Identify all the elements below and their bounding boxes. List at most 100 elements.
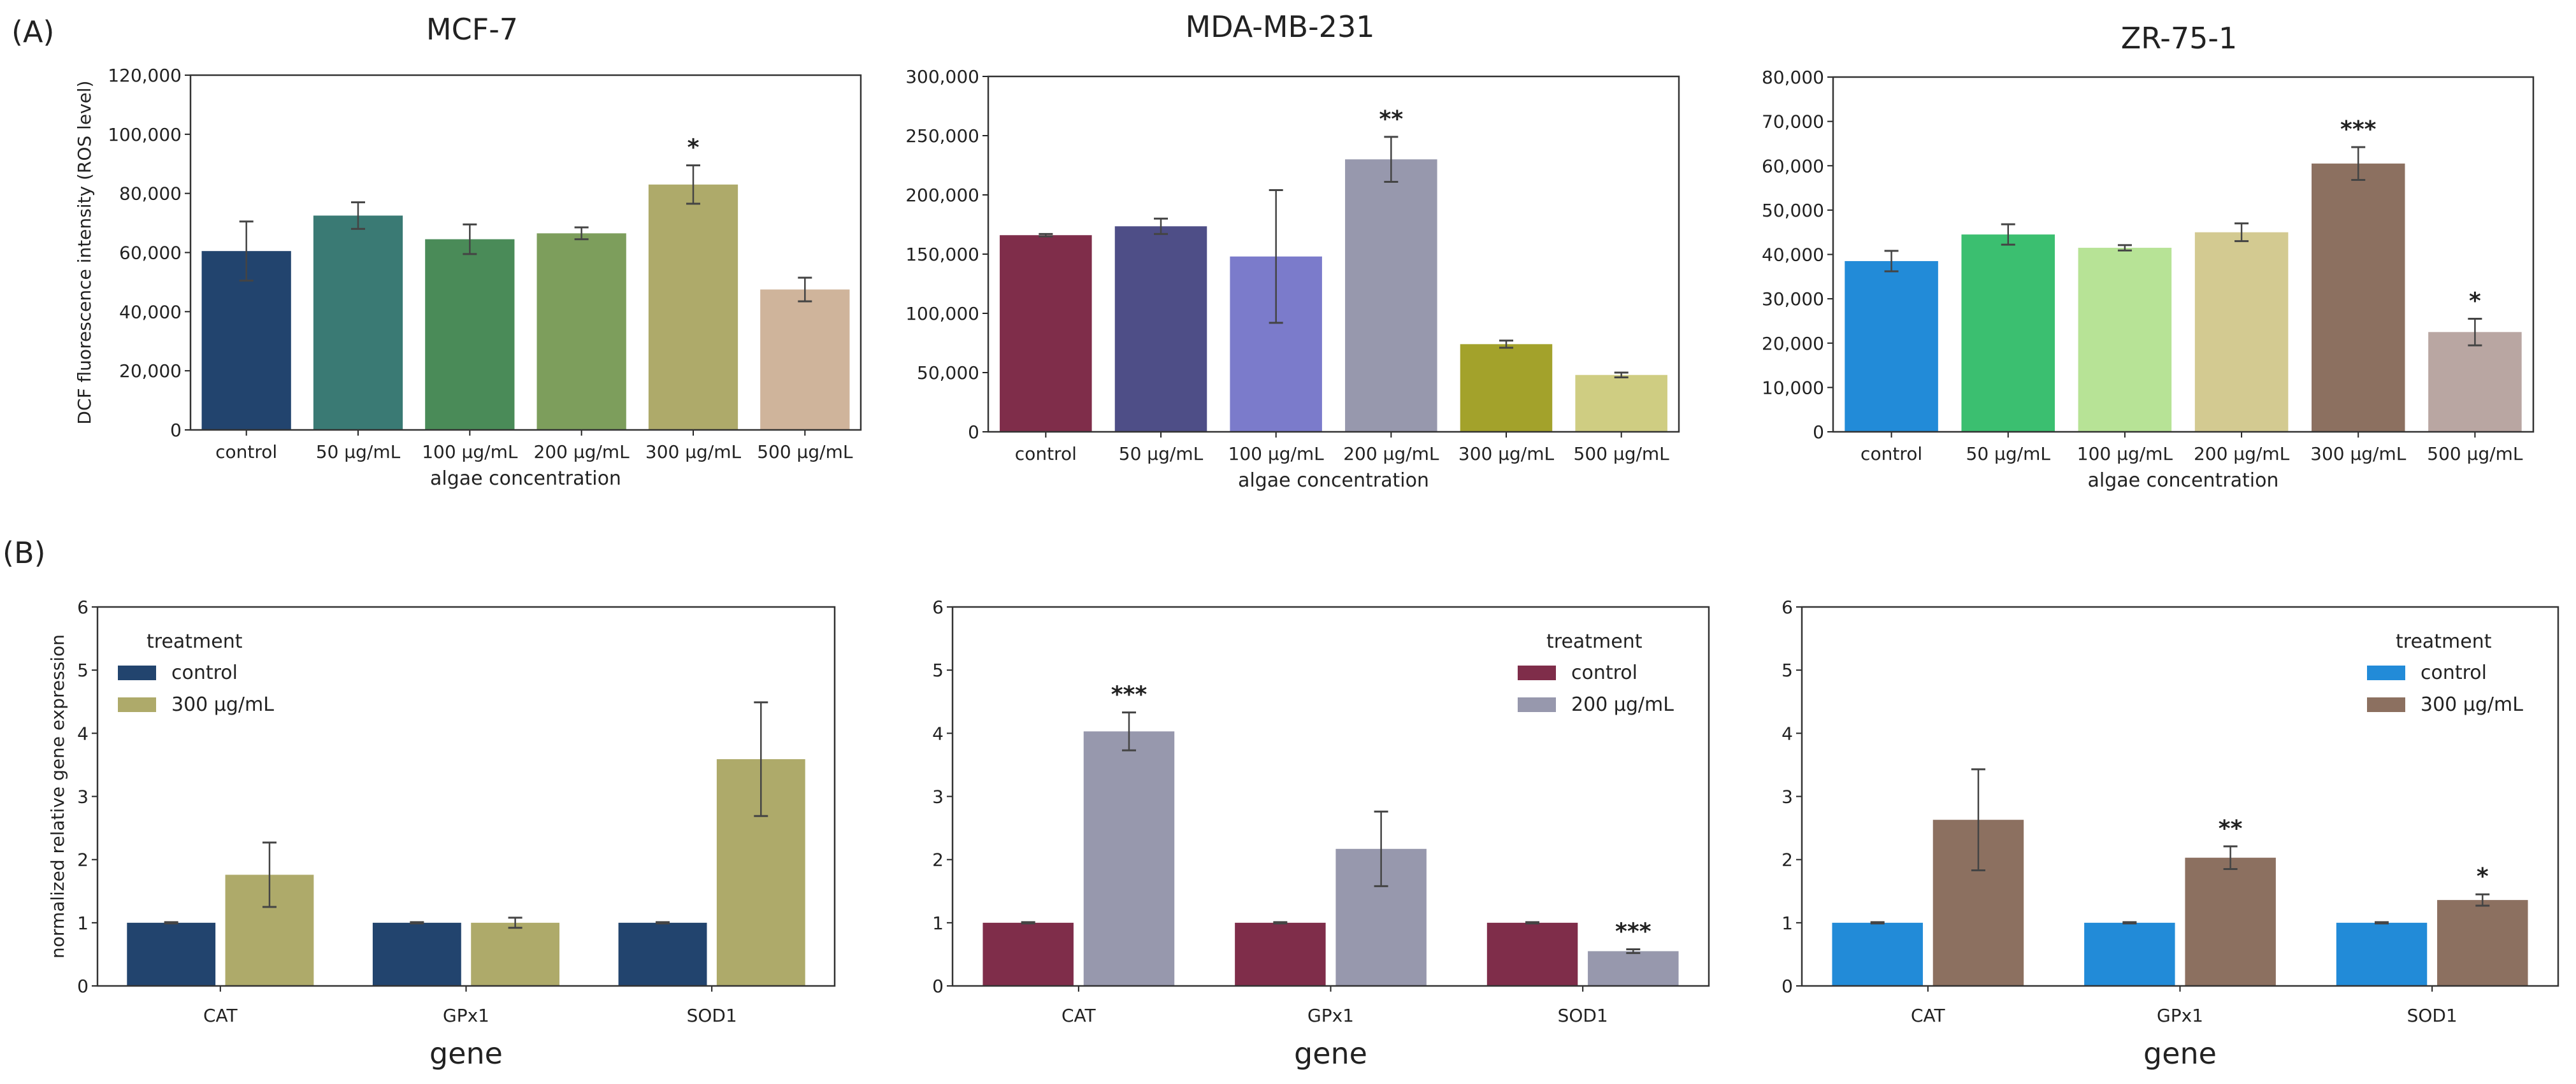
- x-tick-label: 500 µg/mL: [1574, 443, 1670, 464]
- y-tick-label: 30,000: [1762, 289, 1824, 310]
- chart-title: MCF-7: [426, 12, 518, 46]
- bar: [2194, 232, 2289, 432]
- x-tick-label: 100 µg/mL: [2077, 443, 2173, 464]
- y-tick-label: 150,000: [905, 244, 979, 265]
- bar: [1000, 235, 1092, 432]
- legend-label: 300 µg/mL: [2421, 694, 2523, 716]
- bar-1: [2185, 857, 2276, 986]
- bar-0: [2336, 922, 2428, 986]
- y-tick-label: 0: [968, 422, 979, 443]
- y-tick-label: 1: [77, 913, 89, 934]
- significance-marker: *: [687, 135, 700, 161]
- y-tick-label: 60,000: [119, 243, 182, 264]
- bar-1: [1588, 951, 1679, 986]
- x-tick-label: GPx1: [2157, 1005, 2203, 1026]
- legend-swatch: [118, 666, 156, 680]
- bar-1: [1083, 731, 1175, 986]
- significance-marker: *: [2469, 288, 2481, 314]
- x-tick-label: 500 µg/mL: [2427, 443, 2523, 464]
- chart-4: 0 1 2 3 4 5 6 CAT GPx1 SOD1 *** *** treatment control…: [932, 597, 1710, 1071]
- x-tick-label: SOD1: [2407, 1005, 2457, 1026]
- bar-1: [2437, 900, 2528, 986]
- x-tick-label: CAT: [1061, 1005, 1097, 1026]
- y-tick-label: 2: [932, 850, 944, 871]
- legend: treatment control 200 µg/mL: [1518, 631, 1674, 716]
- y-tick-label: 6: [1781, 597, 1793, 618]
- bar: [536, 233, 626, 430]
- charts: MCF-7020,00040,00060,00080,000100,000120…: [47, 10, 2559, 1071]
- y-tick-label: 6: [932, 597, 944, 618]
- y-tick-label: 0: [170, 420, 182, 441]
- y-tick-label: 20,000: [1762, 333, 1824, 354]
- y-tick-label: 80,000: [119, 183, 182, 204]
- y-tick-label: 2: [77, 850, 89, 871]
- y-tick-label: 70,000: [1762, 111, 1824, 132]
- x-tick-label: CAT: [1911, 1005, 1946, 1026]
- legend-title: treatment: [2396, 631, 2492, 653]
- bar: [1345, 159, 1437, 432]
- bar-0: [2084, 922, 2175, 986]
- significance-marker: ***: [1615, 918, 1651, 945]
- legend-swatch: [2367, 666, 2405, 680]
- chart-title: ZR-75-1: [2121, 21, 2238, 55]
- bar: [313, 215, 403, 430]
- y-tick-label: 100,000: [905, 303, 979, 324]
- legend: treatment control 300 µg/mL: [118, 631, 274, 716]
- panel-label-b: (B): [3, 536, 45, 570]
- x-tick-label: 300 µg/mL: [2310, 443, 2407, 464]
- x-tick-label: control: [1860, 443, 1922, 464]
- bar: [1961, 234, 2055, 432]
- bar-0: [618, 922, 707, 986]
- y-tick-label: 200,000: [905, 185, 979, 206]
- y-tick-label: 4: [77, 723, 89, 744]
- chart-0: MCF-7 0 20,000 40,000 60,000 80,000 100,000 120…: [74, 12, 862, 490]
- bar: [2428, 332, 2522, 432]
- y-tick-label: 0: [932, 976, 944, 997]
- y-tick-label: 20,000: [119, 360, 182, 382]
- x-axis-label: algae concentration: [430, 467, 621, 490]
- chart-1: MDA-MB-231 0 50,000 100,000 150,000 200,000 25…: [905, 10, 1680, 492]
- bar: [1575, 374, 1667, 432]
- x-axis-label: gene: [1294, 1036, 1367, 1071]
- axes-frame: [987, 75, 1680, 433]
- axes-frame: [189, 74, 862, 431]
- x-tick-label: 50 µg/mL: [316, 441, 401, 462]
- x-tick-label: 200 µg/mL: [2194, 443, 2290, 464]
- axes-frame: [951, 606, 1710, 987]
- y-tick-label: 0: [1813, 422, 1824, 443]
- y-tick-label: 1: [1781, 913, 1793, 934]
- y-tick-label: 40,000: [1762, 245, 1824, 266]
- axes-frame: [1801, 606, 2559, 987]
- bar-0: [1235, 922, 1326, 986]
- legend-swatch: [1518, 697, 1556, 712]
- chart-3: 0 1 2 3 4 5 6 CAT GPx1 SOD1 treatment control 300 µg…: [47, 597, 836, 1071]
- bar: [760, 289, 850, 430]
- y-tick-label: 2: [1781, 850, 1793, 871]
- x-tick-label: SOD1: [687, 1005, 737, 1026]
- x-tick-label: CAT: [203, 1005, 238, 1026]
- y-axis-label: DCF fluorescence intensity (ROS level): [74, 80, 95, 424]
- legend: treatment control 300 µg/mL: [2367, 631, 2523, 716]
- y-tick-label: 0: [1781, 976, 1793, 997]
- y-tick-label: 120,000: [108, 65, 182, 86]
- x-axis-label: algae concentration: [2088, 469, 2279, 492]
- x-tick-label: 50 µg/mL: [1966, 443, 2051, 464]
- x-tick-label: 100 µg/mL: [1228, 443, 1325, 464]
- legend-swatch: [118, 697, 156, 712]
- x-tick-label: GPx1: [443, 1005, 489, 1026]
- axes-frame: [96, 606, 836, 987]
- y-tick-label: 3: [77, 787, 89, 808]
- x-tick-label: 500 µg/mL: [757, 441, 853, 462]
- y-tick-label: 3: [1781, 787, 1793, 808]
- chart-title: MDA-MB-231: [1185, 10, 1374, 44]
- x-tick-label: 300 µg/mL: [645, 441, 742, 462]
- bar-0: [372, 922, 461, 986]
- legend-label: control: [1571, 662, 1637, 684]
- bar: [648, 184, 738, 430]
- x-axis-label: gene: [429, 1036, 503, 1071]
- y-tick-label: 40,000: [119, 301, 182, 322]
- legend-swatch: [1518, 666, 1556, 680]
- bar-0: [982, 922, 1074, 986]
- legend-swatch: [2367, 697, 2405, 712]
